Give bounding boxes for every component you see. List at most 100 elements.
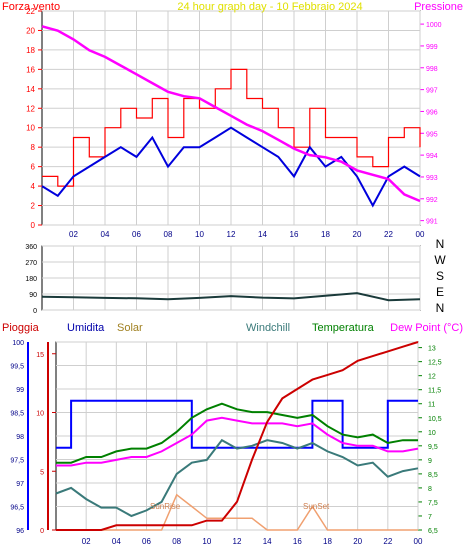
y-right-tick-label: 992	[426, 197, 438, 204]
y-left-tick-label: 12	[26, 104, 35, 113]
x-tick-label: 00	[416, 230, 425, 239]
x-tick-label: 20	[353, 230, 362, 239]
y-left-tick-label: 96	[16, 528, 24, 535]
y-right-tick-label: 8,5	[428, 472, 438, 479]
x-tick-label: 00	[414, 537, 423, 546]
y-left-tick-label: 4	[31, 182, 36, 191]
y-left-tick-label: 18	[26, 46, 35, 55]
y-right-tick-label: 11	[428, 402, 435, 409]
y-left-tick-label: 97	[16, 481, 24, 488]
x-tick-label: 14	[263, 537, 272, 546]
x-tick-label: 22	[384, 230, 393, 239]
compass-label: N	[436, 301, 445, 315]
top-right-label: Pressione	[414, 1, 463, 13]
y-right-tick-label: 996	[426, 109, 438, 116]
y-right-tick-label: 13	[428, 346, 436, 353]
x-tick-label: 12	[233, 537, 242, 546]
y-rain-tick-label: 15	[36, 352, 44, 359]
series-line-pressure	[41, 25, 421, 203]
y-right-tick-label: 10	[428, 430, 436, 437]
sunset-annotation: SunSet	[303, 502, 330, 511]
y-left-tick-label: 0	[31, 221, 36, 230]
y-right-tick-label: 998	[426, 66, 438, 73]
y-left-tick-label: 22	[26, 7, 35, 16]
y-left-tick-label: 96,5	[10, 505, 24, 512]
x-tick-label: 08	[164, 230, 173, 239]
y-right-tick-label: 991	[426, 219, 438, 226]
y-right-tick-label: 10,5	[428, 416, 442, 423]
x-tick-label: 04	[112, 537, 121, 546]
y-right-tick-label: 997	[426, 88, 438, 95]
y-tick-label: 360	[25, 244, 37, 251]
y-rain-tick-label: 5	[40, 469, 44, 476]
tick-labels: 0246810121416182022991992993994995996997…	[10, 7, 441, 546]
y-right-tick-label: 9	[428, 458, 432, 465]
compass-label: S	[436, 269, 444, 283]
compass-label: N	[436, 237, 445, 251]
x-tick-label: 14	[258, 230, 267, 239]
solar-label: Solar	[117, 322, 143, 334]
y-left-tick-label: 10	[26, 124, 35, 133]
humidity-label: Umidita	[67, 322, 105, 334]
y-tick-label: 0	[33, 308, 37, 315]
series-line-wind	[42, 68, 421, 187]
y-right-tick-label: 8	[428, 486, 432, 493]
y-left-tick-label: 97,5	[10, 458, 24, 465]
x-tick-label: 02	[69, 230, 78, 239]
y-left-tick-label: 99	[16, 387, 24, 394]
y-left-tick-label: 2	[31, 202, 36, 211]
x-tick-label: 16	[290, 230, 299, 239]
y-right-tick-label: 6,5	[428, 528, 438, 535]
rain-label: Pioggia	[2, 322, 40, 334]
y-left-tick-label: 6	[31, 163, 36, 172]
y-right-tick-label: 995	[426, 131, 438, 138]
x-tick-label: 04	[101, 230, 110, 239]
series-line-dewpoint	[56, 416, 419, 467]
y-left-tick-label: 98	[16, 434, 24, 441]
x-tick-label: 06	[132, 230, 141, 239]
series-line-rain	[56, 341, 419, 531]
y-rain-tick-label: 0	[40, 528, 44, 535]
x-tick-label: 12	[227, 230, 236, 239]
y-right-tick-label: 12	[428, 374, 436, 381]
y-right-tick-label: 7,5	[428, 500, 438, 507]
y-right-tick-label: 999	[426, 44, 438, 51]
y-tick-label: 180	[25, 276, 37, 283]
series-line-direction	[41, 292, 421, 302]
x-tick-label: 20	[353, 537, 362, 546]
x-tick-label: 10	[195, 230, 204, 239]
temperature-label: Temperatura	[312, 322, 375, 334]
compass-label: W	[434, 253, 446, 267]
y-tick-label: 90	[29, 292, 37, 299]
x-tick-label: 06	[142, 537, 151, 546]
dewpoint-label: Dew Point (°C)	[390, 322, 463, 334]
y-right-tick-label: 994	[426, 153, 438, 160]
y-left-tick-label: 8	[31, 143, 36, 152]
y-left-tick-label: 16	[26, 65, 35, 74]
y-right-tick-label: 993	[426, 175, 438, 182]
x-tick-label: 08	[172, 537, 181, 546]
y-left-tick-label: 20	[26, 26, 35, 35]
x-tick-label: 18	[323, 537, 332, 546]
x-tick-label: 22	[383, 537, 392, 546]
y-rain-tick-label: 10	[36, 411, 44, 418]
series-lines	[41, 25, 421, 531]
sunrise-annotation: SunRise	[150, 502, 181, 511]
y-right-tick-label: 11,5	[428, 388, 441, 395]
series-line-temperature	[56, 402, 418, 464]
series-line-wind-average	[41, 126, 421, 208]
y-left-tick-label: 14	[26, 85, 35, 94]
y-right-tick-label: 9,5	[428, 444, 438, 451]
series-line-solar	[56, 493, 418, 531]
top-left-label: Forza vento	[2, 1, 60, 13]
y-right-tick-label: 1000	[426, 22, 442, 29]
y-left-tick-label: 100	[12, 340, 24, 347]
x-tick-label: 18	[321, 230, 330, 239]
y-right-tick-label: 7	[428, 514, 432, 521]
x-tick-label: 02	[82, 537, 91, 546]
x-tick-label: 10	[202, 537, 211, 546]
windchill-label: Windchill	[246, 322, 290, 334]
series-line-windchill	[55, 438, 419, 518]
y-left-tick-label: 99,5	[10, 364, 24, 371]
